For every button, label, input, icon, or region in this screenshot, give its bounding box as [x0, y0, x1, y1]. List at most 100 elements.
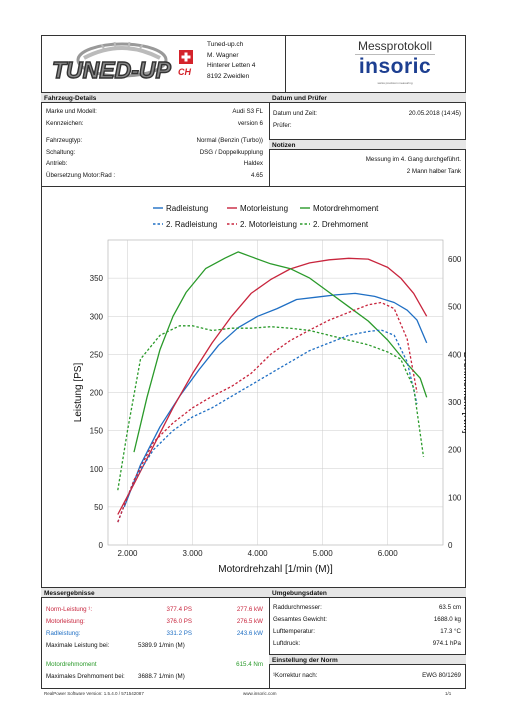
brand-text: insoric	[358, 55, 432, 78]
vehicle-value: 4.65	[250, 172, 263, 179]
page-number: 1/1	[445, 691, 452, 696]
vehicle-label: Fahrzeugtyp:	[46, 137, 83, 144]
section-date: Datum und Prüfer	[269, 92, 466, 103]
address-line: 8192 Zweidlen	[207, 72, 250, 80]
power-torque-chart: 2.000 3.000 4.000 5.000 6.000 0 50 100 150 200 250…	[73, 204, 466, 575]
y2-tick-label: 0	[448, 541, 453, 550]
max-torque-label: Maximales Drehmoment bei:	[46, 673, 125, 680]
y2-axis-label: Drehmoment [Nm]	[461, 352, 466, 434]
vehicle-label: Schaltung:	[46, 149, 76, 156]
chart-series	[117, 251, 428, 523]
chart-top-border	[41, 186, 466, 187]
vehicle-label: Übersetzung Motor:Rad :	[46, 172, 116, 179]
y-tick-label: 200	[90, 389, 104, 398]
y2-tick-label: 600	[448, 255, 462, 264]
y-tick-label: 150	[90, 427, 104, 436]
footer-url[interactable]: www.insoric.com	[243, 691, 277, 696]
env-label: Raddurchmesser:	[273, 604, 322, 611]
y2-tick-label: 100	[448, 493, 462, 502]
y-tick-label: 300	[90, 312, 104, 321]
env-label: Luftdruck:	[273, 640, 301, 647]
vehicle-value: version 6	[237, 120, 263, 127]
x-tick-label: 2.000	[117, 549, 138, 558]
y2-tick-label: 300	[448, 398, 462, 407]
y2-tick-label: 500	[448, 303, 462, 312]
result-label: Norm-Leistung ¹:	[46, 606, 93, 613]
address-line: Tuned-up.ch	[207, 41, 244, 48]
result-kw: 243.6 kW	[236, 630, 263, 637]
result-label: Motorleistung:	[46, 618, 85, 625]
y2-tick-label: 400	[448, 350, 462, 359]
chart-axes: 2.000 3.000 4.000 5.000 6.000 0 50 100 150 200 250…	[73, 255, 466, 575]
chart-grid	[107, 239, 444, 546]
vehicle-value: Audi S3 FL	[232, 108, 263, 115]
header: TUNED-UP CH Tuned-up.ch M. Wagner Hinter…	[41, 35, 466, 92]
legend-label: Motorleistung	[240, 204, 288, 213]
y2-tick-label: 200	[448, 446, 462, 455]
series-line-motorleistung	[117, 257, 428, 515]
header-divider	[285, 35, 286, 92]
y-tick-label: 250	[90, 350, 104, 359]
brand-subtitle: swiss precision measuring	[377, 81, 413, 85]
page-frame	[41, 35, 466, 689]
doc-title: Messprotokoll	[357, 39, 433, 53]
vehicle-value: Normal (Benzin (Turbo))	[196, 137, 263, 144]
result-kw: 277.6 kW	[236, 606, 263, 613]
date-value: 20.05.2018 (14:45)	[408, 110, 461, 117]
max-power-label: Maximale Leistung bei:	[46, 642, 110, 649]
result-kw: 276.5 kW	[236, 618, 263, 625]
env-label: Gesamtes Gewicht:	[273, 616, 327, 623]
section-notes: Notizen	[269, 139, 466, 150]
legend-label: Motordrehmoment	[313, 204, 379, 213]
legend-label: 2. Drehmoment	[313, 220, 369, 229]
env-value: 974.1 hPa	[432, 640, 461, 647]
torque-value: 615.4 Nm	[236, 661, 263, 668]
legend-label: Radleistung	[166, 204, 208, 213]
result-ps: 331.2 PS	[166, 630, 192, 637]
env-label: Lufttemperatur:	[273, 628, 315, 635]
max-power-value: 5389.9 1/min (M)	[138, 642, 185, 649]
y-tick-label: 50	[94, 503, 103, 512]
result-label: Radleistung:	[46, 630, 81, 637]
logo-text: TUNED-UP	[52, 57, 171, 83]
section-vehicle: Fahrzeug-Details	[41, 92, 269, 103]
y-tick-label: 350	[90, 274, 104, 283]
norm-value: EWG 80/1269	[422, 672, 461, 679]
section-environment: Umgebungsdaten	[269, 587, 466, 598]
logo-suffix: CH	[178, 67, 191, 77]
address-line: Hinterer Letten 4	[207, 62, 256, 69]
x-tick-label: 5.000	[313, 549, 334, 558]
note-line: 2 Mann halber Tank	[406, 168, 461, 175]
section-norm: Einstellung der Norm	[269, 654, 466, 665]
vehicle-value: DSG / Doppelkupplung	[199, 149, 263, 156]
note-line: Messung im 4. Gang durchgeführt.	[365, 156, 461, 163]
legend-label: 2. Radleistung	[166, 220, 217, 229]
x-tick-label: 4.000	[248, 549, 269, 558]
series-line-2-motorleistung	[117, 301, 418, 523]
result-ps: 376.0 PS	[166, 618, 192, 625]
y-tick-label: 0	[99, 541, 104, 550]
vehicle-value: Haldex	[243, 160, 263, 167]
max-torque-value: 3688.7 1/min (M)	[138, 673, 185, 680]
result-ps: 377.4 PS	[166, 606, 192, 613]
x-axis-label: Motordrehzahl [1/min (M)]	[218, 564, 333, 575]
series-line-2-radleistung	[117, 329, 418, 523]
section-results: Messergebnisse	[41, 587, 269, 598]
vehicle-label: Kennzeichen:	[46, 120, 84, 127]
x-tick-label: 6.000	[378, 549, 399, 558]
series-line-motordrehmoment	[133, 251, 428, 453]
torque-label: Motordrehmoment	[46, 661, 97, 668]
env-value: 1688.0 kg	[433, 616, 461, 623]
y-axis-label: Leistung [PS]	[73, 363, 84, 423]
series-line-2-drehmoment	[117, 325, 425, 491]
title-underline	[355, 54, 435, 55]
inspector-label: Prüfer:	[273, 122, 292, 129]
chart-legend: Radleistung Motorleistung Motordrehmoment 2…	[153, 204, 379, 229]
shop-address: Tuned-up.ch M. Wagner Hinterer Letten 4 …	[207, 40, 255, 82]
legend-label: 2. Motorleistung	[240, 220, 297, 229]
env-value: 17.3 °C	[440, 628, 461, 635]
y-tick-label: 100	[90, 465, 104, 474]
vehicle-label: Antrieb:	[46, 160, 68, 167]
results-divider	[269, 587, 270, 689]
